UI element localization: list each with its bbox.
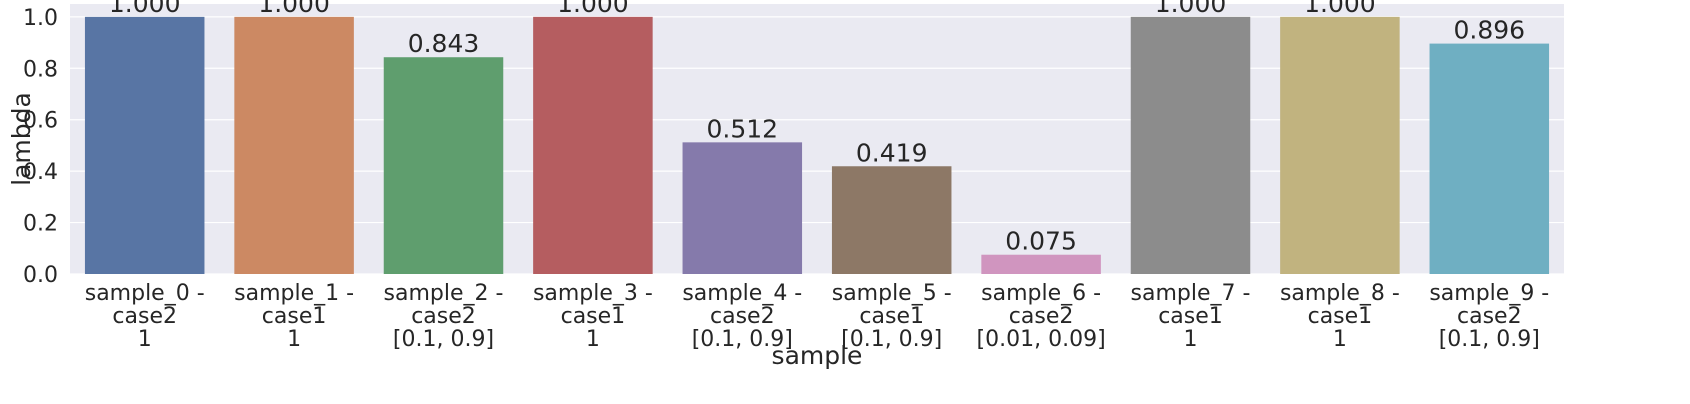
bar	[981, 254, 1101, 274]
y-tick-label: 0.4	[23, 160, 58, 185]
x-axis-ticks: sample_0 -case2 1 sample_1 -case1 1 sample_2…	[85, 281, 1550, 352]
bar	[1280, 16, 1400, 274]
bar	[1429, 43, 1550, 274]
bar-value-label: 0.896	[1454, 16, 1526, 45]
data-labels: 1.000 1.000 0.843 1.000 0.512 0.419 0.075 1.000…	[109, 0, 1525, 256]
bar-value-label: 1.000	[258, 0, 330, 18]
bar-value-label: 1.000	[1304, 0, 1376, 18]
bar-value-label: 0.512	[707, 114, 779, 143]
x-tick-label: sample_2 -case2 [0.1, 0.9]	[384, 281, 504, 352]
x-tick-label: sample_4 -case2 [0.1, 0.9]	[682, 281, 802, 352]
bar	[1130, 16, 1251, 274]
y-tick-label: 0.8	[23, 57, 58, 82]
y-tick-label: 1.0	[23, 6, 58, 31]
bar-value-label: 0.843	[408, 29, 480, 58]
y-tick-label: 0.0	[23, 263, 58, 288]
bar	[831, 166, 952, 274]
bar	[682, 142, 803, 274]
bar	[234, 16, 354, 274]
x-tick-label: sample_8 -case1 1	[1280, 281, 1400, 352]
bar-value-label: 1.000	[1155, 0, 1227, 18]
x-tick-label: sample_9 -case2 [0.1, 0.9]	[1429, 281, 1549, 352]
y-tick-label: 0.6	[23, 109, 58, 134]
bar-value-label: 0.075	[1005, 227, 1077, 256]
bar-value-label: 1.000	[557, 0, 629, 18]
bar	[533, 16, 653, 274]
bar	[84, 16, 205, 274]
x-tick-label: sample_6 -case2 [0.01, 0.09]	[977, 281, 1106, 352]
bar-value-label: 0.419	[856, 138, 928, 167]
x-tick-label: sample_3 -case1 1	[533, 281, 653, 352]
bar-value-label: 1.000	[109, 0, 181, 18]
bar	[383, 57, 504, 274]
y-axis-ticks: 0.0 0.2 0.4 0.6 0.8 1.0	[23, 6, 58, 288]
x-tick-label: sample_0 -case2 1	[85, 281, 205, 352]
x-axis-label: sample	[772, 341, 863, 370]
bars	[84, 16, 1550, 274]
x-tick-label: sample_7 -case1 1	[1131, 281, 1251, 352]
y-axis-label: lambda	[7, 92, 36, 186]
x-tick-label: sample_5 -case1 [0.1, 0.9]	[832, 281, 952, 352]
y-tick-label: 0.2	[23, 212, 58, 237]
x-tick-label: sample_1 -case1 1	[234, 281, 354, 352]
